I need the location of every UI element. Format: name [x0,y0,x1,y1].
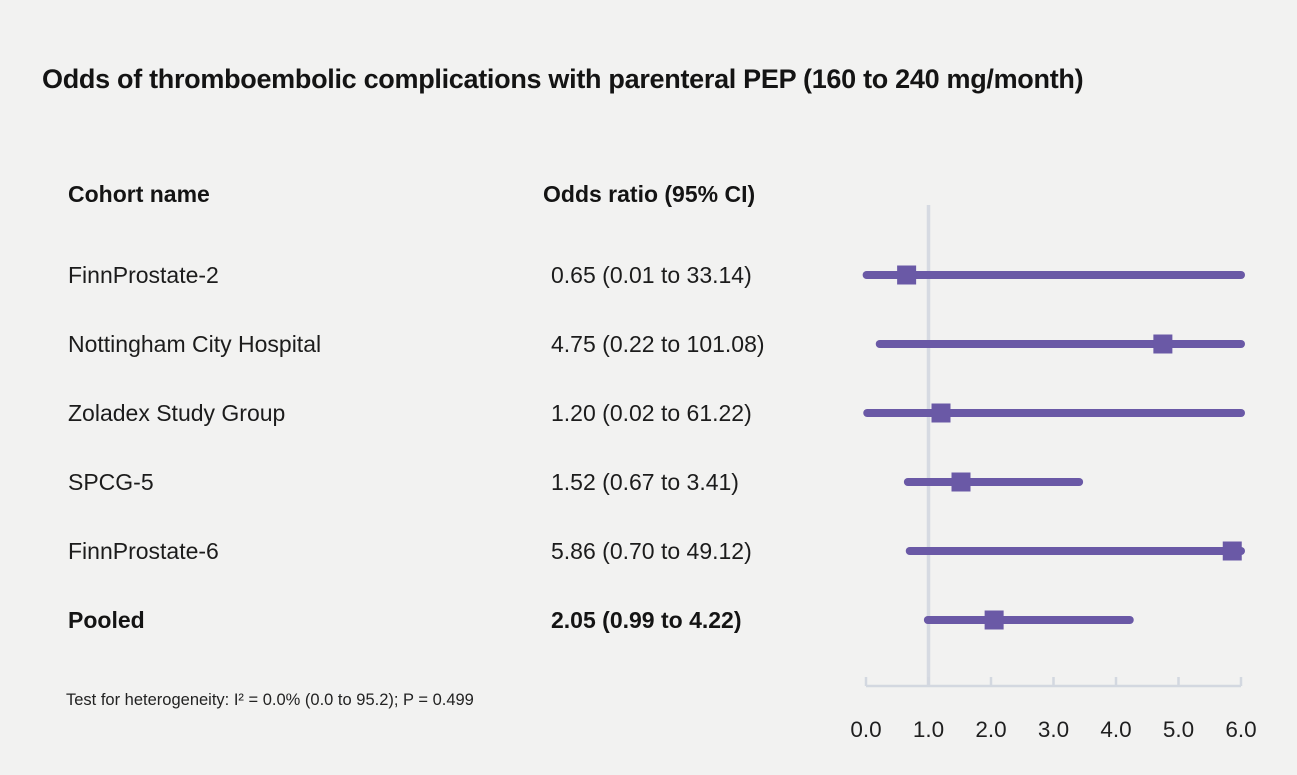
x-axis-tick-label: 2.0 [975,717,1006,742]
cohort-label: Nottingham City Hospital [68,331,322,357]
or-marker [1153,334,1173,354]
or-marker [984,610,1004,630]
column-header-odds-ratio: Odds ratio (95% CI) [543,181,756,207]
odds-ratio-value: 2.05 (0.99 to 4.22) [551,607,742,633]
or-marker [951,472,971,492]
x-axis-tick-label: 6.0 [1225,717,1256,742]
odds-ratio-value: 0.65 (0.01 to 33.14) [551,262,752,288]
chart-title: Odds of thromboembolic complications wit… [42,64,1084,94]
cohort-label: FinnProstate-6 [68,538,219,564]
or-marker [897,265,917,285]
odds-ratio-value: 1.20 (0.02 to 61.22) [551,400,752,426]
odds-ratio-value: 5.86 (0.70 to 49.12) [551,538,752,564]
x-axis-tick-label: 4.0 [1100,717,1131,742]
cohort-label: Zoladex Study Group [68,400,286,426]
x-axis-tick-label: 3.0 [1038,717,1069,742]
column-header-cohort-name: Cohort name [68,181,210,207]
cohort-label: SPCG-5 [68,469,154,495]
heterogeneity-note: Test for heterogeneity: I² = 0.0% (0.0 t… [66,691,474,709]
x-axis-tick-label: 1.0 [913,717,944,742]
odds-ratio-value: 1.52 (0.67 to 3.41) [551,469,739,495]
cohort-label: Pooled [68,607,145,633]
x-axis-tick-label: 0.0 [850,717,881,742]
x-axis-tick-label: 5.0 [1163,717,1194,742]
odds-ratio-value: 4.75 (0.22 to 101.08) [551,331,765,357]
or-marker [931,403,951,423]
cohort-label: FinnProstate-2 [68,262,219,288]
or-marker [1222,541,1242,561]
